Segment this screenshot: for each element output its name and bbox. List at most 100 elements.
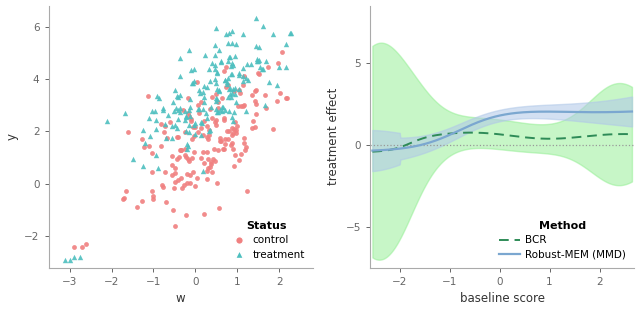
Point bbox=[159, 169, 170, 174]
Point bbox=[170, 179, 180, 184]
Point bbox=[203, 136, 213, 141]
Point bbox=[220, 108, 230, 113]
Point bbox=[238, 65, 248, 70]
Point bbox=[281, 41, 291, 46]
Point bbox=[169, 109, 179, 114]
Point bbox=[170, 105, 180, 110]
Point bbox=[227, 29, 237, 34]
Point bbox=[272, 83, 282, 88]
Point bbox=[202, 165, 212, 170]
Point bbox=[234, 104, 244, 109]
Point bbox=[182, 144, 193, 149]
Point bbox=[210, 62, 220, 67]
Point bbox=[238, 82, 248, 87]
Point bbox=[205, 107, 215, 112]
Point bbox=[226, 71, 236, 76]
Point bbox=[229, 89, 239, 94]
Point bbox=[75, 255, 85, 260]
Point bbox=[198, 90, 208, 95]
Point bbox=[172, 156, 182, 161]
Point bbox=[253, 44, 264, 49]
Point bbox=[237, 78, 248, 83]
Point bbox=[228, 109, 239, 114]
Point bbox=[204, 128, 214, 133]
Point bbox=[243, 78, 253, 83]
Point bbox=[184, 158, 195, 163]
Point bbox=[232, 123, 243, 128]
Point bbox=[211, 97, 221, 102]
Point bbox=[181, 113, 191, 118]
Point bbox=[185, 180, 195, 185]
X-axis label: baseline score: baseline score bbox=[460, 292, 545, 305]
Point bbox=[225, 86, 236, 91]
Point bbox=[217, 108, 227, 113]
Point bbox=[251, 15, 261, 20]
Point bbox=[246, 93, 257, 98]
Point bbox=[236, 104, 246, 109]
Point bbox=[220, 142, 230, 147]
Point bbox=[221, 129, 232, 134]
Point bbox=[68, 255, 79, 260]
Point bbox=[234, 157, 244, 162]
Point bbox=[271, 98, 282, 103]
Point bbox=[230, 153, 240, 158]
Point bbox=[211, 99, 221, 104]
Point bbox=[179, 118, 189, 123]
Point bbox=[216, 58, 226, 63]
Point bbox=[140, 141, 150, 146]
Point bbox=[230, 53, 240, 58]
Point bbox=[183, 95, 193, 100]
Point bbox=[209, 146, 219, 151]
Point bbox=[251, 112, 261, 117]
Point bbox=[190, 131, 200, 136]
Point bbox=[238, 31, 248, 36]
Point bbox=[200, 111, 211, 116]
Point bbox=[196, 120, 206, 125]
Point bbox=[234, 73, 244, 78]
Point bbox=[214, 205, 224, 210]
Point bbox=[193, 130, 204, 135]
Point bbox=[248, 118, 258, 123]
Point bbox=[210, 43, 220, 48]
Point bbox=[227, 63, 237, 67]
Point bbox=[223, 54, 234, 59]
Point bbox=[262, 64, 273, 69]
Point bbox=[163, 113, 173, 118]
Point bbox=[136, 137, 147, 142]
Point bbox=[211, 96, 221, 101]
Point bbox=[120, 111, 130, 116]
Point bbox=[170, 123, 180, 128]
Point bbox=[154, 96, 164, 101]
Point bbox=[207, 95, 217, 100]
Point bbox=[173, 94, 183, 99]
Point bbox=[144, 115, 154, 120]
Point bbox=[234, 71, 244, 76]
Point bbox=[204, 66, 214, 71]
Point bbox=[211, 123, 221, 128]
Point bbox=[165, 120, 175, 125]
Point bbox=[175, 56, 185, 61]
Point bbox=[211, 92, 221, 97]
Point bbox=[268, 31, 278, 36]
Point bbox=[188, 155, 198, 160]
Point bbox=[252, 87, 262, 92]
Point bbox=[261, 58, 271, 63]
Point bbox=[180, 152, 190, 157]
Point bbox=[184, 108, 194, 113]
Point bbox=[202, 116, 212, 121]
Point bbox=[319, 61, 329, 66]
Point bbox=[223, 109, 234, 114]
Point bbox=[194, 110, 204, 115]
Point bbox=[179, 146, 189, 151]
Point bbox=[199, 161, 209, 166]
Point bbox=[227, 140, 237, 145]
Point bbox=[212, 86, 222, 91]
Point bbox=[143, 93, 154, 98]
Point bbox=[210, 76, 220, 81]
Point bbox=[224, 129, 234, 134]
Point bbox=[212, 70, 222, 75]
Point bbox=[158, 185, 168, 190]
Point bbox=[184, 48, 195, 53]
Point bbox=[118, 197, 129, 202]
Point bbox=[226, 143, 236, 148]
